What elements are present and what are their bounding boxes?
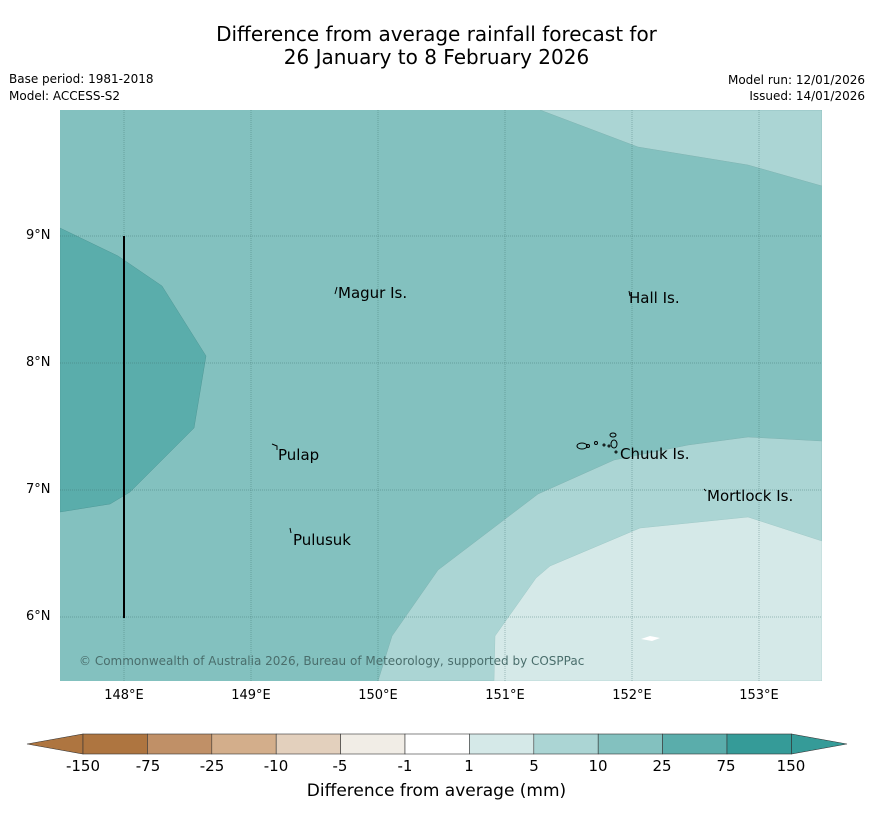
place-label-chuuk: Chuuk Is.: [620, 445, 690, 463]
pulap-island-shape: [271, 443, 278, 450]
place-label-mortlock: Mortlock Is.: [707, 487, 794, 505]
colorbar-label: -25: [199, 757, 225, 775]
graticule: [60, 110, 822, 681]
lon-label-153e: 153°E: [739, 688, 779, 703]
colorbar-swatch: [662, 733, 728, 755]
lon-label-152e: 152°E: [612, 688, 652, 703]
colorbar-swatch: [147, 733, 213, 755]
colorbar-swatch: [211, 733, 277, 755]
lon-label-148e: 148°E: [104, 688, 144, 703]
zone-25-75-west: [60, 227, 207, 513]
base-period-text: Base period: 1981-2018: [9, 72, 154, 86]
colorbar-label: 5: [529, 757, 539, 775]
chuuk-island-shapes: [576, 432, 618, 454]
colorbar-swatch: [469, 733, 535, 755]
colorbar-swatch: [82, 733, 148, 755]
place-label-pulusuk: Pulusuk: [293, 531, 351, 549]
colorbar-swatch: [597, 733, 663, 755]
map-title-line-1: Difference from average rainfall forecas…: [216, 22, 657, 46]
colorbar-swatch: [340, 733, 406, 755]
colorbar-swatch: [726, 733, 792, 755]
lon-label-151e: 151°E: [485, 688, 525, 703]
place-label-magur: Magur Is.: [338, 284, 408, 302]
colorbar-under-arrow: [26, 733, 84, 755]
hall-island-shape: [628, 290, 631, 297]
pulusuk-island-shape: [289, 527, 292, 534]
zone-5-10-northeast: [539, 110, 822, 187]
colorbar: [26, 733, 848, 755]
small-white-island: [641, 636, 660, 641]
mortlock-island-shape: [703, 488, 707, 492]
lat-label-6n: 6°N: [26, 609, 51, 624]
colorbar-label: -1: [397, 757, 413, 775]
lon-label-149e: 149°E: [231, 688, 271, 703]
colorbar-label: -10: [263, 757, 289, 775]
colorbar-label: -150: [65, 757, 101, 775]
colorbar-over-arrow: [791, 733, 848, 755]
lon-label-150e: 150°E: [358, 688, 398, 703]
copyright-notice: © Commonwealth of Australia 2026, Bureau…: [79, 654, 585, 668]
colorbar-label: -5: [332, 757, 348, 775]
colorbar-label: -75: [135, 757, 161, 775]
colorbar-label: 150: [776, 757, 806, 775]
model-text: Model: ACCESS-S2: [9, 89, 121, 103]
lat-label-7n: 7°N: [26, 482, 51, 497]
colorbar-swatch: [404, 733, 470, 755]
colorbar-label: 10: [588, 757, 608, 775]
colorbar-title: Difference from average (mm): [306, 781, 567, 801]
model-run-text: Model run: 12/01/2026: [727, 73, 865, 87]
magur-island-shape: [334, 286, 338, 295]
lat-label-9n: 9°N: [26, 228, 51, 243]
map-title-line-2: 26 January to 8 February 2026: [283, 45, 590, 69]
colorbar-swatch: [275, 733, 341, 755]
lat-label-8n: 8°N: [26, 355, 51, 370]
issued-text: Issued: 14/01/2026: [749, 89, 865, 103]
colorbar-label: 75: [716, 757, 736, 775]
colorbar-swatch: [533, 733, 599, 755]
colorbar-label: 25: [652, 757, 672, 775]
island-markers: [271, 286, 707, 534]
place-label-hall: Hall Is.: [629, 289, 680, 307]
colorbar-label: 1: [464, 757, 474, 775]
place-label-pulap: Pulap: [278, 446, 320, 464]
